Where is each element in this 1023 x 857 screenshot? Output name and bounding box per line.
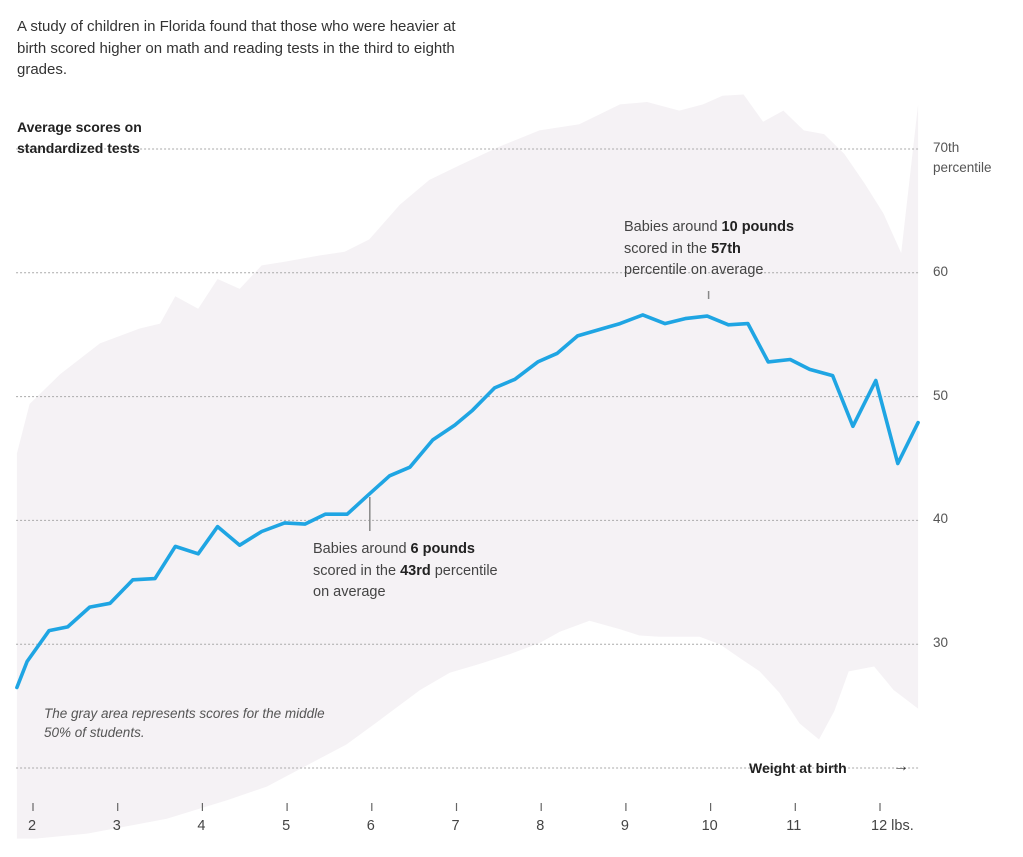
x-tick-label: 6 [366, 818, 375, 834]
x-tick-label: 8 [536, 818, 545, 834]
x-tick-label: 12 lbs. [871, 818, 914, 834]
annotation-text: Babies around [624, 219, 722, 235]
y-tick-label: 40 [933, 511, 949, 527]
y-tick-label: 30 [933, 635, 949, 651]
annotation-bold: 43rd [400, 562, 431, 579]
y-axis-title: Average scores on standardized tests [17, 119, 142, 156]
x-tick-label: 4 [197, 818, 206, 834]
band-note: The gray area represents scores for the … [44, 706, 325, 740]
annotation-text: scored in the [313, 562, 401, 579]
annotation-bold: 6 pounds [410, 541, 475, 557]
x-ticks [32, 803, 881, 811]
x-tick-label: 10 [701, 818, 718, 834]
y-tick-label: 60 [933, 263, 949, 279]
annotation-bold: 10 pounds [721, 219, 795, 235]
x-axis-title: Weight at birth [749, 760, 847, 776]
x-tick-label: 9 [620, 818, 629, 834]
x-tick-label: 3 [112, 818, 121, 834]
x-tick-label: 11 [786, 818, 802, 834]
average-score-line [15, 313, 920, 690]
annotation-leaders [369, 291, 710, 531]
annotation-text: scored in the [624, 240, 712, 257]
chart-intro: A study of children in Florida found tha… [17, 18, 456, 78]
x-tick-label: 5 [282, 818, 291, 834]
annotation-6-pounds: Babies around 6 pounds scored in the 43r… [313, 539, 573, 604]
y-tick-label: 70th percentile [933, 140, 992, 175]
middle-50-percent-band [16, 94, 919, 839]
annotation-10-pounds: Babies around 10 pounds scored in the 57… [624, 217, 854, 282]
x-tick-label: 7 [451, 818, 460, 834]
annotation-text: on average [313, 584, 386, 600]
annotation-text: percentile [430, 562, 498, 579]
y-tick-label: 50 [933, 387, 949, 403]
arrow-right-icon: → [893, 758, 909, 775]
annotation-text: Babies around [313, 541, 411, 557]
annotation-text: percentile on average [624, 262, 764, 278]
annotation-bold: 57th [711, 240, 741, 257]
x-tick-label: 2 [28, 818, 37, 834]
